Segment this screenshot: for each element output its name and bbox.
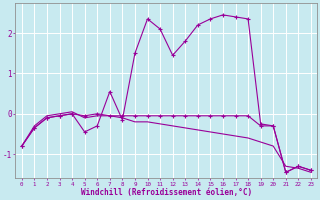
X-axis label: Windchill (Refroidissement éolien,°C): Windchill (Refroidissement éolien,°C) [81, 188, 252, 197]
